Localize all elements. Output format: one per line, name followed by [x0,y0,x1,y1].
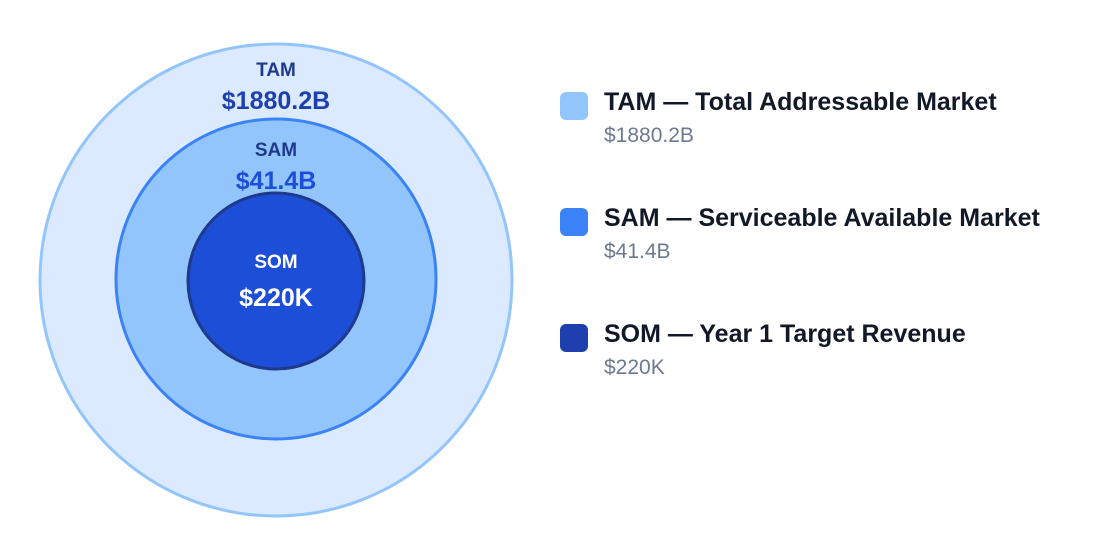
legend: TAM — Total Addressable Market $1880.2B … [560,86,1100,434]
legend-value-som: $220K [604,356,665,379]
som-circle [186,191,366,371]
legend-title-sam: SAM — Serviceable Available Market [604,204,1040,232]
legend-swatch-tam [560,92,588,120]
legend-swatch-sam [560,208,588,236]
som-label: SOM [254,252,297,273]
sam-label: SAM [255,140,297,161]
tam-value: $1880.2B [222,87,330,115]
legend-value-sam: $41.4B [604,240,671,263]
som-value: $220K [239,284,313,312]
legend-title-som: SOM — Year 1 Target Revenue [604,320,966,348]
tam-label: TAM [256,60,296,81]
legend-item-sam: SAM — Serviceable Available Market $41.4… [560,202,1100,318]
legend-item-tam: TAM — Total Addressable Market $1880.2B [560,86,1100,202]
tam-sam-som-chart: TAM $1880.2B SAM $41.4B SOM $220K [38,42,514,518]
legend-swatch-som [560,324,588,352]
sam-value: $41.4B [236,167,317,195]
legend-title-tam: TAM — Total Addressable Market [604,88,997,116]
legend-value-tam: $1880.2B [604,124,694,147]
legend-item-som: SOM — Year 1 Target Revenue $220K [560,318,1100,434]
